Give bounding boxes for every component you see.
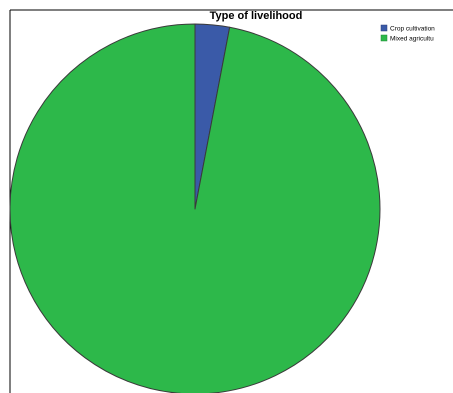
legend-swatch-crop-cultivation — [380, 24, 388, 32]
legend-swatch-mixed-agriculture — [380, 34, 388, 42]
pie-slices — [9, 23, 381, 393]
legend-label-mixed-agriculture: Mixed agricultu — [390, 36, 434, 43]
legend: Crop cultivation Mixed agricultu — [380, 24, 435, 43]
pie-slice-mixed-agriculture — [9, 23, 381, 393]
legend-label-crop-cultivation: Crop cultivation — [390, 26, 435, 33]
chart-title: Type of livelihood — [210, 10, 303, 22]
